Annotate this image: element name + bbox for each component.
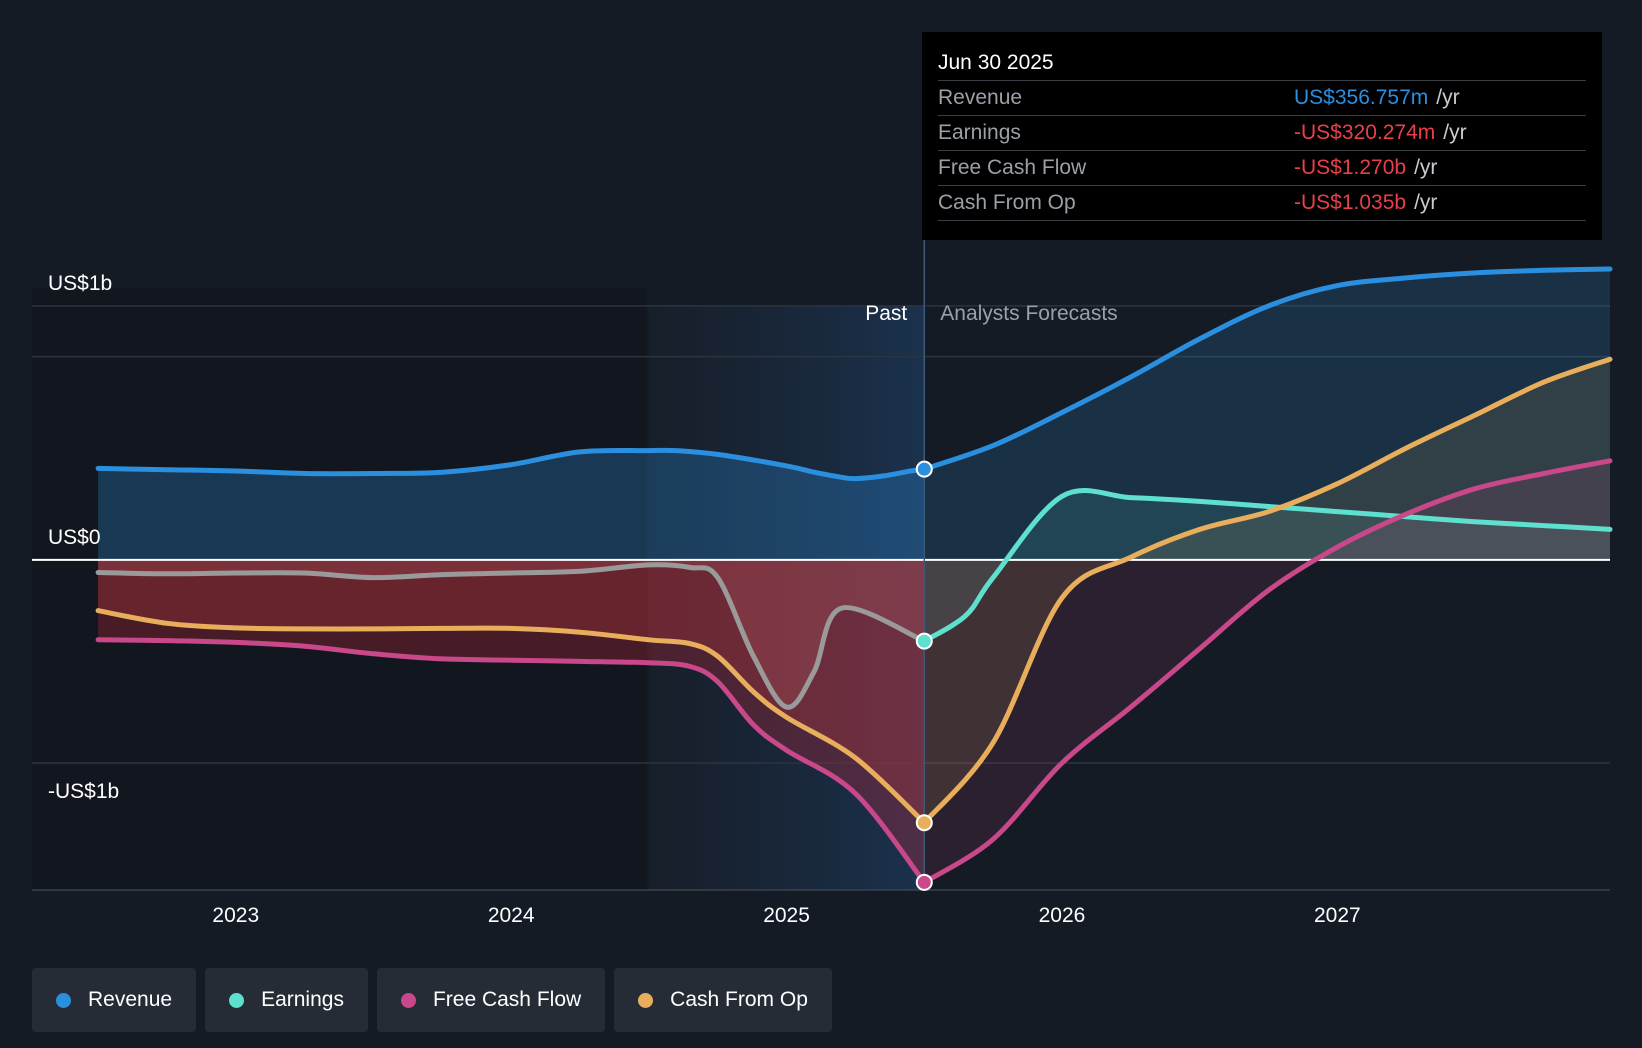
tooltip-row-cash-from-op: Cash From Op -US$1.035b /yr (938, 185, 1586, 221)
line-cash-from-op-past (95, 608, 927, 826)
forecast-label: Analysts Forecasts (940, 302, 1117, 325)
legend-dot-icon (400, 992, 416, 1008)
marker-free-cash-flow (915, 873, 933, 891)
line-revenue-past (95, 447, 927, 482)
line-earnings-forecast (921, 488, 1613, 644)
tooltip: Jun 30 2025 Revenue US$356.757m /yr Earn… (922, 32, 1602, 240)
area-cash-from-op-forecast (924, 359, 1610, 823)
x-tick-label: 2023 (212, 904, 259, 927)
x-tick-label: 2025 (763, 904, 810, 927)
legend-label: Earnings (261, 988, 344, 1011)
tooltip-row-free-cash-flow: Free Cash Flow -US$1.270b /yr (938, 150, 1586, 185)
tooltip-row-earnings: Earnings -US$320.274m /yr (938, 115, 1586, 150)
x-tick-label: 2024 (488, 904, 535, 927)
tooltip-value: -US$1.035b (1294, 191, 1407, 214)
x-tick-label: 2026 (1039, 904, 1086, 927)
tooltip-name: Earnings (938, 121, 1021, 144)
tooltip-unit: /yr (1414, 191, 1438, 214)
tooltip-unit: /yr (1436, 86, 1460, 109)
legend-label: Cash From Op (670, 988, 808, 1011)
tooltip-unit: /yr (1443, 121, 1467, 144)
line-free-cash-flow-past (95, 637, 927, 885)
legend-dot-icon (638, 992, 654, 1008)
y-axis-label: -US$1b (48, 780, 119, 803)
tooltip-date: Jun 30 2025 (938, 51, 1054, 74)
legend-item-free-cash-flow[interactable]: Free Cash Flow (376, 968, 606, 1032)
tooltip-name: Revenue (938, 86, 1023, 109)
tooltip-value: -US$320.274m (1294, 121, 1436, 144)
marker-earnings (915, 632, 933, 650)
marker-revenue (915, 460, 933, 478)
area-cash-from-op-past (98, 559, 925, 823)
legend-item-earnings[interactable]: Earnings (205, 968, 368, 1032)
tooltip-value: US$356.757m (1294, 86, 1429, 109)
line-free-cash-flow-forecast (921, 458, 1613, 885)
legend-item-cash-from-op[interactable]: Cash From Op (614, 968, 832, 1032)
area-revenue-past (98, 450, 925, 560)
area-free-cash-flow-forecast (924, 460, 1610, 883)
line-earnings-past (95, 562, 927, 710)
area-free-cash-flow-past (98, 559, 925, 883)
past-shade (648, 305, 925, 890)
area-earnings-past (98, 559, 925, 708)
tooltip-row-revenue: Revenue US$356.757m /yr (938, 80, 1586, 115)
legend-dot-icon (229, 992, 245, 1008)
tooltip-name: Cash From Op (938, 191, 1076, 214)
past-label: Past (865, 302, 907, 325)
legend-label: Free Cash Flow (432, 988, 582, 1011)
y-axis-label: US$1b (48, 272, 112, 295)
line-revenue-forecast (921, 266, 1613, 472)
tooltip-value: -US$1.270b (1294, 156, 1407, 179)
area-earnings-forecast (924, 490, 1610, 642)
area-revenue-forecast (924, 269, 1610, 560)
marker-cash-from-op (915, 814, 933, 832)
legend: Revenue Earnings Free Cash Flow Cash Fro… (32, 968, 832, 1032)
tooltip-name: Free Cash Flow (938, 156, 1087, 179)
line-cash-from-op-forecast (921, 356, 1613, 826)
x-tick-label: 2027 (1314, 904, 1361, 927)
legend-label: Revenue (88, 988, 173, 1011)
plot-background-left (32, 288, 647, 890)
legend-item-revenue[interactable]: Revenue (32, 968, 197, 1032)
y-axis-label: US$0 (48, 526, 101, 549)
legend-dot-icon (56, 992, 71, 1008)
tooltip-unit: /yr (1414, 156, 1438, 179)
